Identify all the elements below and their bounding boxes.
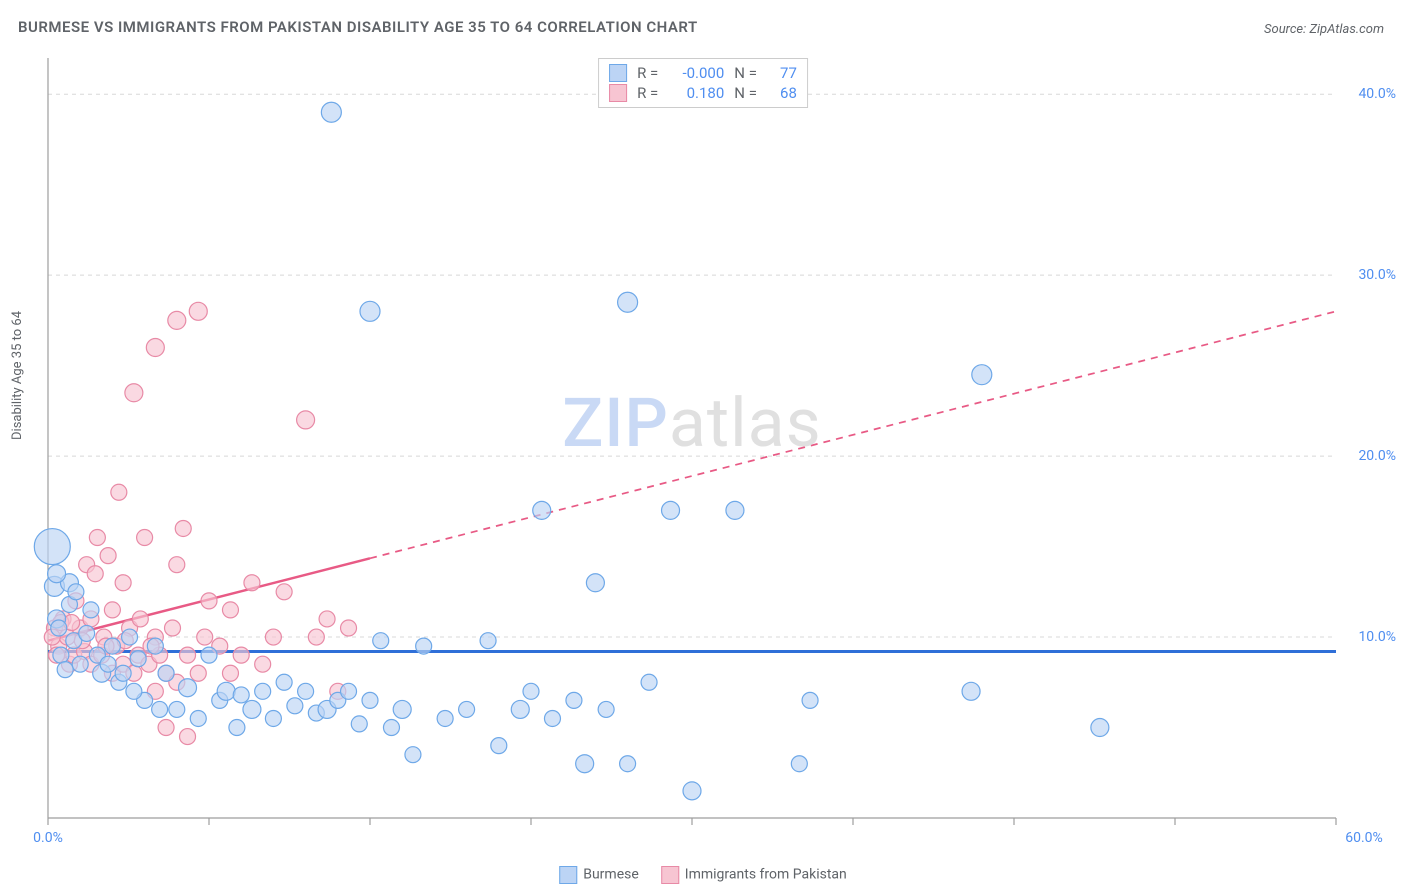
scatter-chart: [48, 58, 1336, 818]
legend-stats-row: R = 0.180 N = 68: [609, 83, 797, 103]
y-tick-label: 30.0%: [1358, 267, 1396, 283]
legend-n-label: N =: [734, 64, 757, 82]
y-tick-label: 40.0%: [1358, 86, 1396, 102]
legend-item-pakistan: Immigrants from Pakistan: [661, 866, 847, 884]
legend-stats-row: R = -0.000 N = 77: [609, 63, 797, 83]
source-attribution: Source: ZipAtlas.com: [1264, 22, 1384, 37]
legend-r-label: R =: [637, 64, 658, 82]
legend-label: Burmese: [583, 867, 639, 883]
legend-swatch-icon: [661, 866, 679, 884]
legend-r-value: -0.000: [670, 64, 724, 82]
legend-stats: R = -0.000 N = 77 R = 0.180 N = 68: [598, 58, 808, 108]
legend-item-burmese: Burmese: [559, 866, 639, 884]
y-axis-label: Disability Age 35 to 64: [10, 311, 25, 440]
legend-label: Immigrants from Pakistan: [685, 867, 847, 883]
y-tick-label: 20.0%: [1358, 448, 1396, 464]
chart-title: BURMESE VS IMMIGRANTS FROM PAKISTAN DISA…: [18, 18, 698, 36]
x-tick-label: 60.0%: [1345, 830, 1383, 846]
y-tick-label: 10.0%: [1358, 629, 1396, 645]
source-prefix: Source:: [1264, 22, 1309, 37]
legend-n-value: 68: [769, 84, 797, 102]
legend-n-label: N =: [734, 84, 757, 102]
plot-area: ZIPatlas 10.0%20.0%30.0%40.0%0.0%60.0%: [48, 58, 1336, 818]
legend-r-label: R =: [637, 84, 658, 102]
legend-swatch-icon: [559, 866, 577, 884]
source-name: ZipAtlas.com: [1309, 22, 1384, 37]
legend-r-value: 0.180: [670, 84, 724, 102]
legend-n-value: 77: [769, 64, 797, 82]
legend-swatch-burmese: [609, 64, 627, 82]
legend-series: Burmese Immigrants from Pakistan: [559, 866, 847, 884]
x-tick-label: 0.0%: [33, 830, 63, 846]
legend-swatch-pakistan: [609, 84, 627, 102]
